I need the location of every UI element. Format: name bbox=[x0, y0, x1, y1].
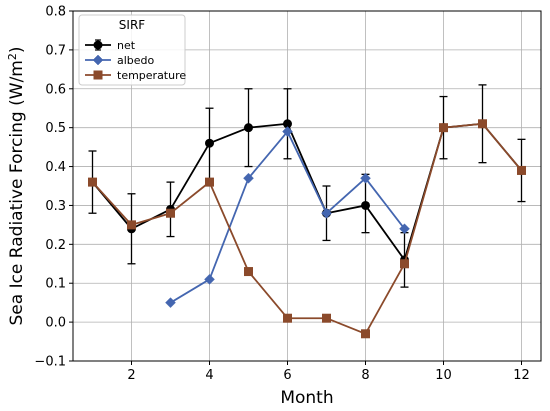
x-tick-label: 10 bbox=[435, 368, 452, 383]
point-net bbox=[361, 200, 370, 210]
point-temperature bbox=[439, 123, 448, 133]
legend-entry-net: net bbox=[85, 39, 136, 52]
x-tick-label: 2 bbox=[127, 368, 135, 383]
point-net bbox=[244, 123, 253, 133]
legend-label: albedo bbox=[117, 54, 155, 67]
x-tick-label: 6 bbox=[283, 368, 291, 383]
y-tick-label: 0.3 bbox=[45, 199, 66, 214]
point-albedo bbox=[360, 172, 371, 184]
y-tick-label: 0.0 bbox=[45, 316, 66, 331]
line-temperature bbox=[91, 122, 523, 335]
legend-swatch-marker bbox=[93, 70, 103, 80]
point-temperature bbox=[283, 313, 292, 323]
plot-frame bbox=[72, 10, 542, 362]
x-tick-label: 8 bbox=[361, 368, 369, 383]
legend: SIRF net albedo temperature bbox=[78, 14, 186, 86]
line-net bbox=[91, 122, 523, 261]
point-temperature bbox=[205, 177, 214, 187]
y-tick-label: 0.2 bbox=[45, 238, 66, 253]
y-axis-label-main: Sea Ice Radiative Forcing (W/m bbox=[7, 60, 27, 325]
y-tick-label: 0.4 bbox=[45, 160, 66, 175]
tick-layer: 2 4 6 8 10 12 −0.1 0.0 0.1 0.2 0.3 0.4 0.5 0.6 0.7 0.8 bbox=[34, 5, 529, 384]
point-albedo bbox=[321, 207, 332, 219]
point-temperature bbox=[400, 259, 409, 269]
point-albedo bbox=[282, 126, 293, 137]
point-temperature bbox=[478, 119, 487, 129]
x-tick-label: 12 bbox=[513, 368, 530, 383]
legend-label: net bbox=[117, 39, 136, 52]
y-tick-label: −0.1 bbox=[34, 355, 66, 370]
y-tick-label: 0.8 bbox=[45, 5, 66, 20]
x-axis-label: Month bbox=[280, 388, 333, 408]
legend-entry-albedo: albedo bbox=[85, 54, 155, 67]
y-axis-label-end: ) bbox=[7, 47, 27, 54]
y-axis-label-superscript: 2 bbox=[6, 53, 19, 60]
point-temperature bbox=[361, 329, 370, 339]
point-temperature bbox=[322, 313, 331, 323]
y-tick-label: 0.1 bbox=[45, 277, 66, 292]
point-net bbox=[205, 138, 214, 148]
point-temperature bbox=[517, 165, 526, 175]
series-temperature bbox=[88, 119, 526, 339]
point-temperature bbox=[244, 267, 253, 277]
point-temperature bbox=[88, 177, 97, 187]
y-axis-label: Sea Ice Radiative Forcing (W/m2) bbox=[6, 47, 27, 326]
legend-box bbox=[78, 14, 186, 86]
legend-entry-temperature: temperature bbox=[85, 69, 186, 82]
y-tick-label: 0.5 bbox=[45, 121, 66, 136]
point-temperature bbox=[166, 208, 175, 218]
series-layer bbox=[88, 84, 526, 339]
x-tick-label: 4 bbox=[205, 368, 213, 383]
point-albedo bbox=[243, 172, 254, 184]
legend-label: temperature bbox=[117, 69, 186, 82]
point-temperature bbox=[127, 220, 136, 230]
legend-title: SIRF bbox=[119, 18, 145, 32]
y-tick-label: 0.6 bbox=[45, 82, 66, 97]
series-net bbox=[88, 84, 526, 288]
point-albedo bbox=[165, 297, 176, 309]
y-tick-label: 0.7 bbox=[45, 43, 66, 58]
legend-swatch-marker bbox=[93, 40, 103, 50]
point-albedo bbox=[399, 223, 410, 235]
point-albedo bbox=[204, 273, 215, 285]
series-albedo bbox=[165, 126, 410, 309]
legend-swatch-marker bbox=[92, 54, 104, 66]
